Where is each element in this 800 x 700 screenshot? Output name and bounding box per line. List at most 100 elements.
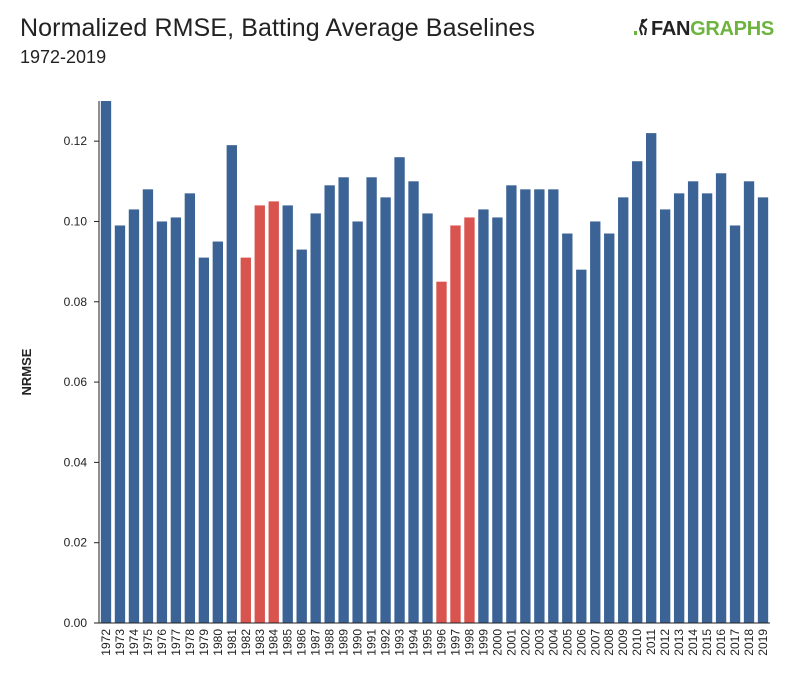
x-tick-label-1999: 1999: [476, 629, 490, 656]
bar-1975: [142, 189, 154, 624]
x-tick-label-2008: 2008: [602, 629, 616, 656]
bar-1991: [366, 177, 377, 624]
x-tick-label-1985: 1985: [281, 629, 295, 656]
x-tick-label-1992: 1992: [379, 629, 393, 656]
bar-2003: [534, 189, 545, 624]
x-tick-label-1973: 1973: [113, 629, 127, 656]
bar-1977: [170, 217, 182, 623]
bar-1990: [352, 221, 363, 623]
x-tick-label-1994: 1994: [407, 629, 421, 656]
x-tick-label-2016: 2016: [714, 629, 728, 656]
y-tick-label: 0.00: [64, 616, 88, 630]
bar-1984: [268, 201, 279, 623]
y-tick-label: 0.08: [64, 295, 88, 309]
y-tick-label: 0.10: [64, 214, 88, 228]
x-tick-label-2005: 2005: [560, 629, 574, 656]
x-tick-label-1998: 1998: [462, 629, 476, 656]
bar-2005: [562, 233, 573, 623]
bar-2009: [618, 197, 629, 623]
x-tick-label-1990: 1990: [351, 629, 365, 656]
x-tick-label-1981: 1981: [225, 629, 239, 656]
bar-1976: [156, 221, 168, 623]
bar-1979: [198, 257, 210, 623]
bar-2006: [576, 269, 587, 623]
x-tick-label-1993: 1993: [393, 629, 407, 656]
bar-2000: [492, 217, 503, 623]
x-tick-label-1977: 1977: [169, 629, 183, 656]
x-tick-label-2004: 2004: [546, 629, 560, 656]
bar-1982: [240, 257, 251, 623]
bar-2018: [743, 181, 755, 624]
bar-2013: [673, 193, 685, 623]
bar-2001: [506, 185, 517, 624]
x-tick-label-1997: 1997: [448, 629, 462, 656]
bar-2007: [590, 221, 601, 623]
x-tick-label-1984: 1984: [267, 629, 281, 656]
x-tick-label-1974: 1974: [127, 629, 141, 656]
bar-2010: [632, 161, 643, 623]
bar-1989: [338, 177, 349, 624]
x-tick-label-2015: 2015: [700, 629, 714, 656]
x-tick-label-1996: 1996: [434, 629, 448, 656]
batter-silhouette-icon: [633, 18, 649, 41]
bar-1980: [212, 241, 223, 624]
y-axis: 0.00 0.02 0.04 0.06 0.08 0.10 0.12: [64, 101, 770, 630]
bar-2014: [687, 181, 699, 624]
bar-1998: [464, 217, 475, 623]
x-tick-label-1982: 1982: [239, 629, 253, 656]
bar-2002: [520, 189, 531, 624]
bar-1985: [282, 205, 293, 623]
x-tick-label-1978: 1978: [183, 629, 197, 656]
y-tick-label: 0.06: [64, 375, 88, 389]
x-tick-label-2012: 2012: [658, 629, 672, 656]
bar-2008: [604, 233, 615, 623]
x-tick-label-1976: 1976: [155, 629, 169, 656]
x-tick-label-2001: 2001: [504, 629, 518, 656]
bar-1988: [324, 185, 335, 624]
x-tick-label-1987: 1987: [309, 629, 323, 656]
fangraphs-logo[interactable]: FAN GRAPHS: [633, 18, 774, 41]
bar-2011: [646, 133, 657, 623]
x-tick-label-2002: 2002: [518, 629, 532, 656]
bar-1981: [226, 145, 237, 623]
x-tick-label-2017: 2017: [728, 629, 742, 656]
bar-2015: [701, 193, 713, 623]
x-tick-label-2013: 2013: [672, 629, 686, 656]
x-tick-label-1972: 1972: [99, 629, 113, 656]
x-tick-label-2010: 2010: [630, 629, 644, 656]
bar-1992: [380, 197, 391, 623]
y-axis-title: NRMSE: [19, 348, 34, 395]
chart-title: Normalized RMSE, Batting Average Baselin…: [20, 14, 536, 42]
x-tick-label-2018: 2018: [742, 629, 756, 656]
x-axis: 1972 1973 1974 1975 1976 1977 1978 1979 1980 1981…: [99, 629, 770, 656]
bars-group: [100, 101, 769, 624]
bar-2012: [659, 209, 671, 623]
x-tick-label-1979: 1979: [197, 629, 211, 656]
y-tick-label: 0.12: [64, 134, 88, 148]
bar-1999: [478, 209, 489, 623]
bar-1994: [408, 181, 419, 624]
x-tick-label-1989: 1989: [337, 629, 351, 656]
bar-1972: [100, 101, 112, 623]
bar-1997: [450, 225, 461, 623]
y-tick-label: 0.02: [64, 536, 88, 550]
x-tick-label-1980: 1980: [211, 629, 225, 656]
bar-1983: [254, 205, 265, 623]
x-tick-label-1995: 1995: [421, 629, 435, 656]
bar-1974: [128, 209, 140, 623]
x-tick-label-2006: 2006: [574, 629, 588, 656]
bar-1996: [436, 281, 447, 623]
y-tick-label: 0.04: [64, 455, 88, 469]
x-tick-label-2014: 2014: [686, 629, 700, 656]
bar-1987: [310, 213, 321, 623]
logo-text-graphs: GRAPHS: [690, 18, 774, 40]
x-tick-label-1983: 1983: [253, 629, 267, 656]
x-tick-label-1975: 1975: [141, 629, 155, 656]
bar-1973: [114, 225, 126, 623]
x-tick-label-2007: 2007: [588, 629, 602, 656]
bar-1978: [184, 193, 196, 623]
x-tick-label-1988: 1988: [323, 629, 337, 656]
x-tick-label-1986: 1986: [295, 629, 309, 656]
bar-2016: [715, 173, 727, 623]
